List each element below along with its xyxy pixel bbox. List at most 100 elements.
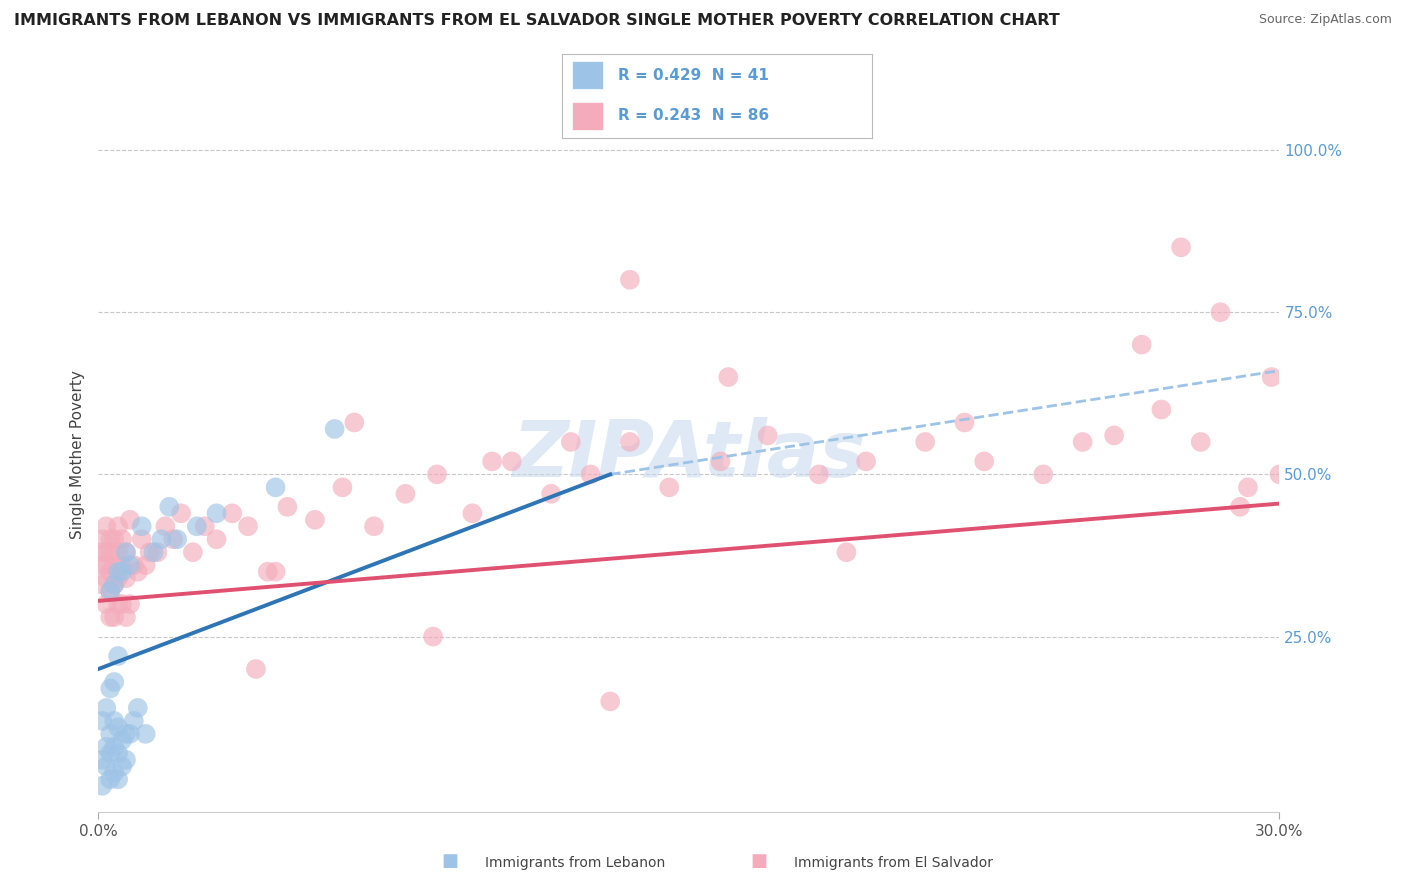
Point <box>481 454 503 468</box>
Point <box>115 571 138 585</box>
Point <box>107 571 129 585</box>
Text: IMMIGRANTS FROM LEBANON VS IMMIGRANTS FROM EL SALVADOR SINGLE MOTHER POVERTY COR: IMMIGRANTS FROM LEBANON VS IMMIGRANTS FR… <box>14 13 1060 29</box>
Point <box>170 506 193 520</box>
Point <box>953 416 976 430</box>
Point <box>1229 500 1251 514</box>
Point <box>146 545 169 559</box>
Point <box>98 545 121 559</box>
Point <box>1032 467 1054 482</box>
Point <box>98 610 121 624</box>
Point <box>1237 480 1260 494</box>
Point <box>1102 428 1125 442</box>
Point <box>709 454 731 468</box>
Point <box>264 480 287 494</box>
Point <box>914 434 936 449</box>
Text: ■: ■ <box>441 852 458 870</box>
Point <box>264 565 287 579</box>
Point <box>122 558 145 573</box>
Point <box>461 506 484 520</box>
Point <box>155 519 177 533</box>
Point <box>1268 467 1291 482</box>
Point <box>107 519 129 533</box>
Point <box>540 487 562 501</box>
Point <box>162 533 184 547</box>
Text: R = 0.243  N = 86: R = 0.243 N = 86 <box>619 108 769 123</box>
Text: R = 0.429  N = 41: R = 0.429 N = 41 <box>619 68 769 83</box>
Point <box>717 370 740 384</box>
Point <box>166 533 188 547</box>
Text: ■: ■ <box>751 852 768 870</box>
Point <box>501 454 523 468</box>
Point <box>221 506 243 520</box>
Point <box>1260 370 1282 384</box>
Text: Immigrants from El Salvador: Immigrants from El Salvador <box>794 855 994 870</box>
Point <box>157 500 180 514</box>
Point <box>98 772 121 787</box>
Point <box>91 753 114 767</box>
Point <box>619 434 641 449</box>
Point <box>363 519 385 533</box>
Point <box>96 739 118 754</box>
Point <box>205 533 228 547</box>
Point <box>807 467 830 482</box>
Point <box>619 273 641 287</box>
Point <box>658 480 681 494</box>
Point <box>103 739 125 754</box>
Y-axis label: Single Mother Poverty: Single Mother Poverty <box>69 370 84 540</box>
Point <box>343 416 366 430</box>
Point <box>115 753 138 767</box>
Point <box>96 558 118 573</box>
Point <box>579 467 602 482</box>
Point <box>111 597 134 611</box>
Point <box>131 533 153 547</box>
Point <box>135 558 157 573</box>
Point <box>107 648 129 663</box>
Point <box>205 506 228 520</box>
Point <box>394 487 416 501</box>
Point <box>756 428 779 442</box>
Point <box>138 545 160 559</box>
Point <box>1150 402 1173 417</box>
Point <box>122 714 145 728</box>
Point <box>98 727 121 741</box>
Point <box>96 545 118 559</box>
Point <box>115 727 138 741</box>
Point <box>98 533 121 547</box>
Point <box>118 513 141 527</box>
Point <box>1170 240 1192 254</box>
Point <box>142 545 165 559</box>
Point <box>1071 434 1094 449</box>
Point <box>973 454 995 468</box>
Point <box>422 630 444 644</box>
Point <box>98 681 121 696</box>
Point <box>1130 337 1153 351</box>
Point <box>186 519 208 533</box>
FancyBboxPatch shape <box>572 102 603 130</box>
Point <box>107 545 129 559</box>
Point <box>103 577 125 591</box>
Point <box>150 533 173 547</box>
Point <box>98 565 121 579</box>
Point <box>276 500 298 514</box>
Point <box>332 480 354 494</box>
Point <box>111 759 134 773</box>
Point <box>115 545 138 559</box>
Point <box>194 519 217 533</box>
Point <box>127 701 149 715</box>
Point <box>1189 434 1212 449</box>
Point <box>426 467 449 482</box>
Point <box>560 434 582 449</box>
Point <box>91 533 114 547</box>
Point <box>111 558 134 573</box>
Text: Immigrants from Lebanon: Immigrants from Lebanon <box>485 855 665 870</box>
Point <box>245 662 267 676</box>
Point <box>103 610 125 624</box>
Point <box>835 545 858 559</box>
Point <box>131 519 153 533</box>
Point <box>91 577 114 591</box>
Point <box>103 675 125 690</box>
Point <box>111 565 134 579</box>
Point <box>103 533 125 547</box>
Point <box>96 571 118 585</box>
Point <box>107 720 129 734</box>
